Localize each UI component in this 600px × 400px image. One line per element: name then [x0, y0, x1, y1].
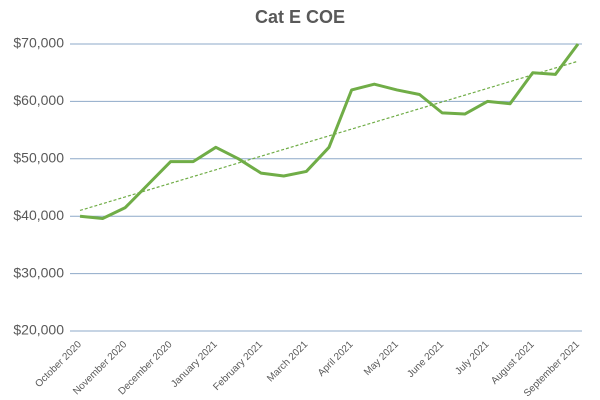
- x-tick-label: March 2021: [265, 339, 310, 384]
- y-tick-label: $30,000: [13, 264, 64, 280]
- x-tick-label: October 2020: [33, 339, 84, 390]
- x-tick-label: January 2021: [169, 339, 220, 390]
- series-line: [79, 43, 580, 220]
- y-tick-label: $40,000: [13, 207, 64, 223]
- x-tick-label: April 2021: [316, 339, 356, 379]
- trendline: [79, 60, 579, 212]
- x-tick-label: May 2021: [362, 339, 401, 378]
- y-tick-label: $70,000: [13, 35, 64, 51]
- x-tick-label: June 2021: [405, 339, 446, 380]
- x-tick-label: August 2021: [489, 339, 537, 387]
- chart-title: Cat E COE: [255, 7, 345, 27]
- y-tick-label: $60,000: [13, 92, 64, 108]
- x-tick-label: July 2021: [453, 339, 491, 377]
- y-tick-label: $50,000: [13, 150, 64, 166]
- y-tick-label: $20,000: [13, 322, 64, 338]
